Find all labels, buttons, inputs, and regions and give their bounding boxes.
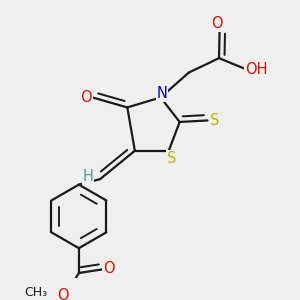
Text: OH: OH — [245, 61, 267, 76]
Text: S: S — [167, 151, 176, 166]
Text: S: S — [210, 113, 220, 128]
Text: O: O — [103, 261, 115, 276]
Text: H: H — [82, 169, 93, 184]
Text: O: O — [80, 90, 92, 105]
Text: O: O — [211, 16, 222, 31]
Text: O: O — [57, 288, 68, 300]
Text: CH₃: CH₃ — [24, 286, 47, 298]
Text: N: N — [157, 86, 167, 101]
